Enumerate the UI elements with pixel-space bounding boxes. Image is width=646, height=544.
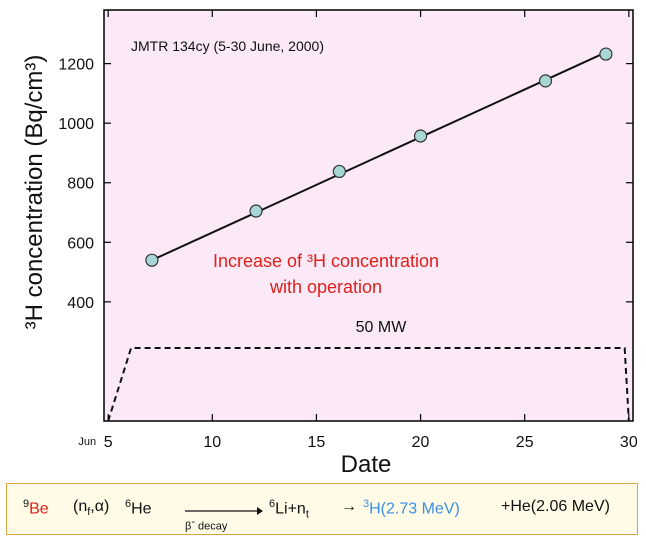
annotation-increase-line1: Increase of ³H concentration — [213, 251, 439, 271]
reaction-equation-box: 9Be (nf,α) 6He β- decay 6Li+nt → 3H(2.73… — [6, 483, 638, 535]
reaction-arrow-2: → — [341, 498, 357, 515]
data-point — [599, 47, 613, 61]
x-tick-label: 5 — [104, 434, 113, 451]
data-point — [249, 204, 263, 218]
annotation-increase-line2: with operation — [269, 277, 382, 297]
reaction-he6: 6He — [125, 498, 152, 518]
data-point — [413, 129, 428, 143]
arrow-caption: β- decay — [185, 516, 228, 533]
y-tick-label: 600 — [67, 235, 94, 252]
reaction-tritium: 3H(2.73 MeV) — [363, 498, 460, 518]
x-tick-label: 25 — [516, 434, 534, 451]
x-tick-prefix: Jun — [78, 436, 96, 448]
x-tick-label: 20 — [412, 434, 430, 451]
y-tick-label: 1200 — [58, 57, 94, 74]
arrow-icon — [185, 507, 263, 515]
y-tick-label: 800 — [67, 176, 94, 193]
x-tick-label: 10 — [203, 434, 221, 451]
annotation-title: JMTR 134cy (5-30 June, 2000) — [131, 38, 324, 54]
reaction-reactant: 9Be — [23, 498, 49, 518]
plot-area — [103, 9, 634, 422]
chart: 5 Jun 10 15 20 25 30 400 600 800 1000 1200 JMTR 134… — [21, 9, 638, 478]
y-tick-label: 1000 — [58, 116, 94, 133]
y-tick-label: 400 — [67, 295, 94, 312]
reaction-helium: +He(2.06 MeV) — [501, 498, 610, 515]
x-tick-label: 30 — [620, 434, 638, 451]
data-point — [145, 253, 159, 267]
data-point — [538, 74, 553, 88]
fit-line — [151, 51, 607, 262]
power-profile-line — [107, 347, 630, 422]
x-tick-label: 15 — [308, 434, 326, 451]
x-axis-label: Date — [341, 451, 392, 478]
power-label: 50 MW — [356, 319, 408, 336]
reaction-li-plus-n: 6Li+nt — [269, 498, 309, 521]
y-axis-label: ³H concentration (Bq/cm³) — [21, 55, 48, 330]
reaction-projectile: (nf,α) — [73, 498, 110, 519]
data-point — [332, 164, 346, 179]
